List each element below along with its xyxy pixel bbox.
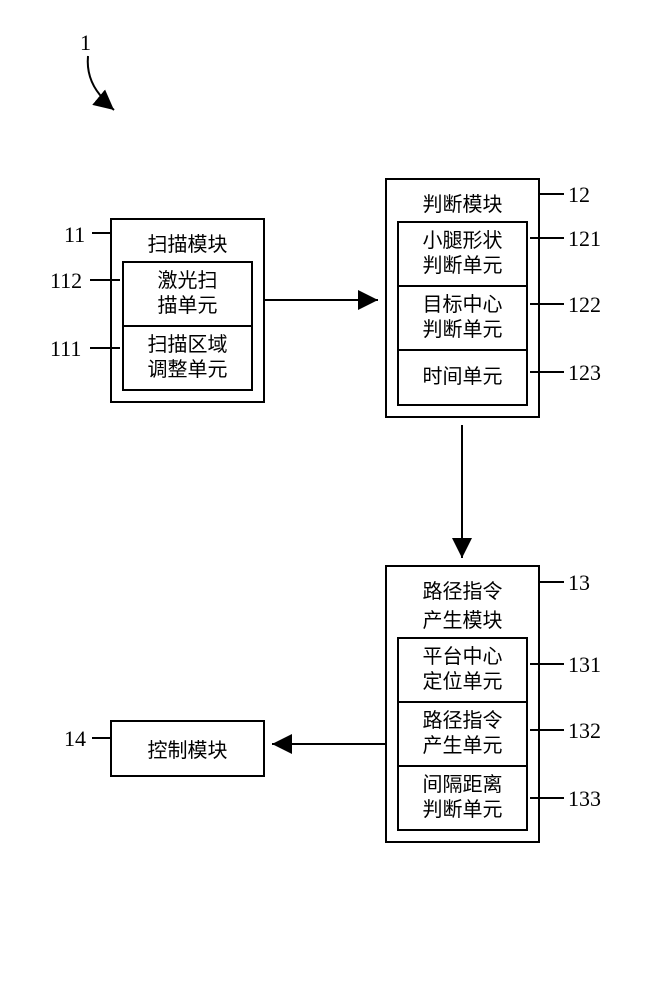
target-ref-label: 122 [568,292,601,318]
leader-leg [530,237,564,239]
distance-unit: 间隔距离 判断单元 [397,765,528,831]
scan-module: 扫描模块 激光扫 描单元 扫描区域 调整单元 [110,218,265,403]
leader-platform [530,663,564,665]
time-unit: 时间单元 [397,349,528,406]
control-ref-label: 14 [64,726,86,752]
judge-module-title: 判断模块 [397,188,528,217]
pathcmd-ref-label: 132 [568,718,601,744]
scan-ref-label: 11 [64,222,85,248]
target-center-unit: 目标中心 判断单元 [397,285,528,351]
path-cmd-unit: 路径指令 产生单元 [397,701,528,767]
diagram-canvas: 1 扫描模块 激光扫 描单元 扫描区域 调整单元 判断模块 小腿形状 判断单元 … [0,0,651,1000]
leader-path [540,581,564,583]
area-ref-label: 111 [50,336,81,362]
platform-ref-label: 131 [568,652,601,678]
laser-ref-label: 112 [50,268,82,294]
leader-pathcmd [530,729,564,731]
top-ref-label: 1 [80,30,91,56]
leader-distance [530,797,564,799]
judge-ref-label: 12 [568,182,590,208]
scan-module-title: 扫描模块 [122,228,253,257]
platform-center-unit: 平台中心 定位单元 [397,637,528,703]
leg-shape-unit: 小腿形状 判断单元 [397,221,528,287]
time-ref-label: 123 [568,360,601,386]
leader-judge [540,193,564,195]
leader-scan [92,232,110,234]
path-module-title: 路径指令 产生模块 [397,575,528,633]
judge-module: 判断模块 小腿形状 判断单元 目标中心 判断单元 时间单元 [385,178,540,418]
leader-laser [90,279,120,281]
leader-area [90,347,120,349]
path-ref-label: 13 [568,570,590,596]
scan-area-adjust-unit: 扫描区域 调整单元 [122,325,253,391]
distance-ref-label: 133 [568,786,601,812]
leader-time [530,371,564,373]
leader-control [92,737,110,739]
top-ref-arrow [88,56,114,110]
laser-scan-unit: 激光扫 描单元 [122,261,253,327]
leader-target [530,303,564,305]
path-module: 路径指令 产生模块 平台中心 定位单元 路径指令 产生单元 间隔距离 判断单元 [385,565,540,843]
control-module: 控制模块 [110,720,265,777]
connector-arrows [0,0,651,1000]
leg-ref-label: 121 [568,226,601,252]
control-module-title: 控制模块 [122,734,253,763]
